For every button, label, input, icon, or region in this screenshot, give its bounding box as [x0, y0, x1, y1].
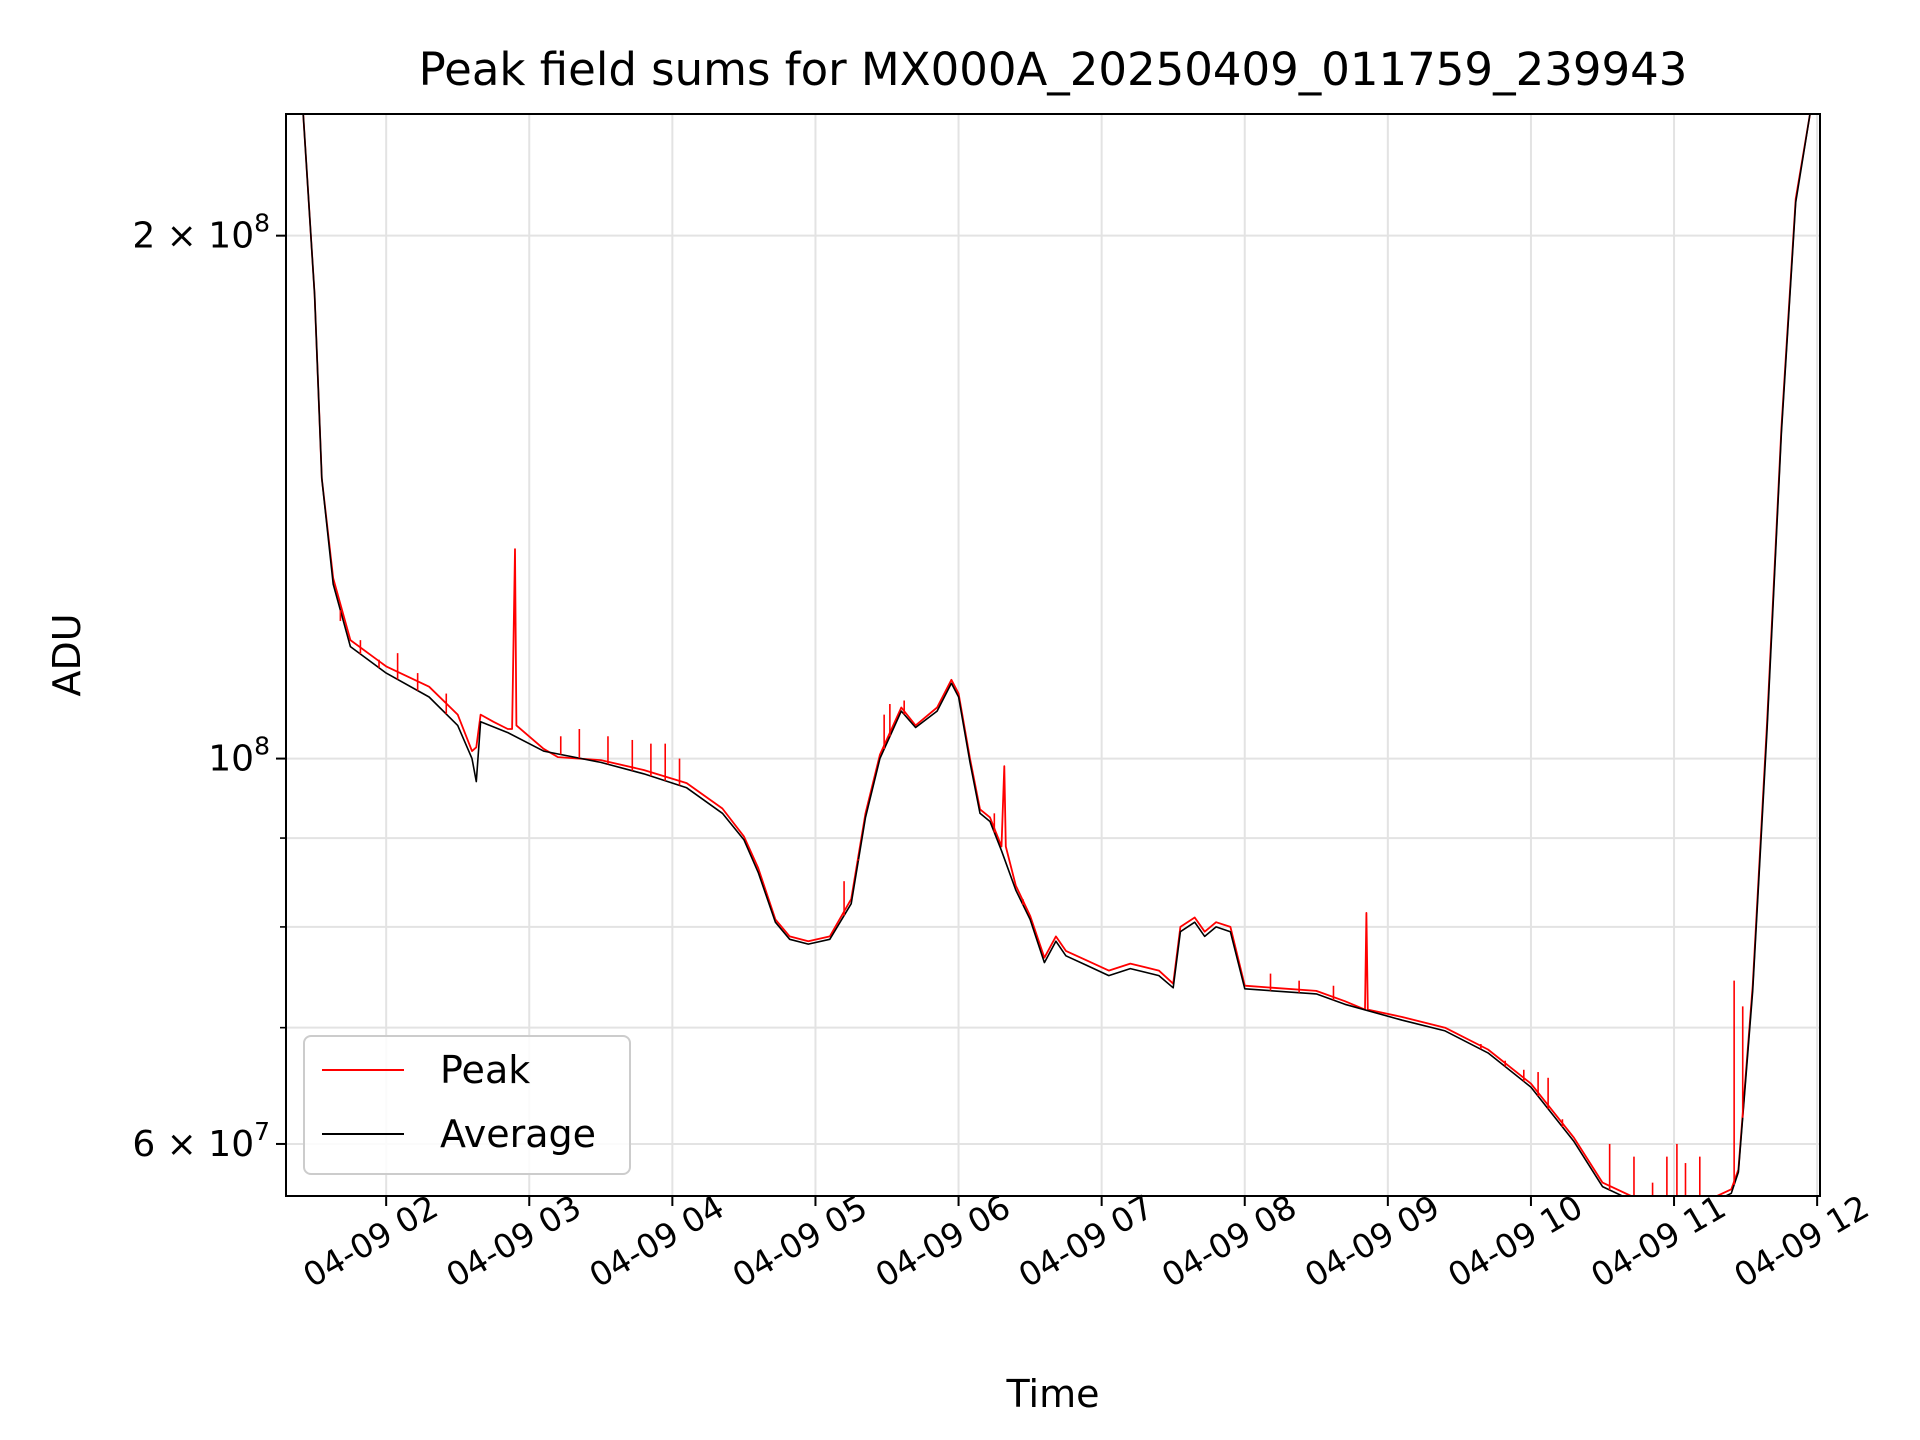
y-tick-label-base: 10 — [208, 739, 254, 780]
chart-title: Peak field sums for MX000A_20250409_0117… — [419, 43, 1688, 96]
y-tick-label: 108 — [208, 732, 270, 780]
y-tick-label-base: 6 × 10 — [132, 1124, 254, 1165]
legend-label-average: Average — [440, 1112, 596, 1156]
y-axis-label: ADU — [45, 613, 89, 696]
y-tick-label-exponent: 8 — [254, 732, 270, 761]
x-axis-label: Time — [1006, 1372, 1100, 1416]
series-line-peak — [286, 114, 1820, 1196]
y-tick-label-base: 2 × 10 — [132, 216, 254, 257]
series-group — [286, 114, 1820, 1196]
series-line-average — [286, 114, 1820, 1196]
axes-frame — [285, 113, 1821, 1197]
y-tick-label-exponent: 8 — [254, 209, 270, 238]
y-tick-label-exponent: 7 — [254, 1117, 270, 1146]
y-tick-label: 6 × 107 — [132, 1117, 270, 1165]
legend: Peak Average — [303, 1035, 631, 1175]
legend-label-peak: Peak — [440, 1048, 530, 1092]
y-tick-label: 2 × 108 — [132, 209, 270, 257]
plot-series — [286, 114, 1820, 1196]
grid-lines — [286, 114, 1820, 1196]
